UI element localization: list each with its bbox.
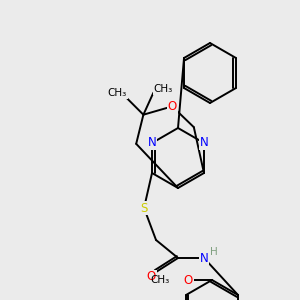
Text: O: O <box>146 271 156 284</box>
Text: N: N <box>148 136 156 149</box>
Text: O: O <box>168 100 177 113</box>
Text: CH₃: CH₃ <box>154 84 173 94</box>
Text: H: H <box>210 247 218 257</box>
Text: S: S <box>140 202 148 214</box>
Text: CH₃: CH₃ <box>151 275 170 285</box>
Text: N: N <box>200 136 208 149</box>
Text: O: O <box>183 274 193 286</box>
Text: N: N <box>200 251 208 265</box>
Text: CH₃: CH₃ <box>108 88 127 98</box>
